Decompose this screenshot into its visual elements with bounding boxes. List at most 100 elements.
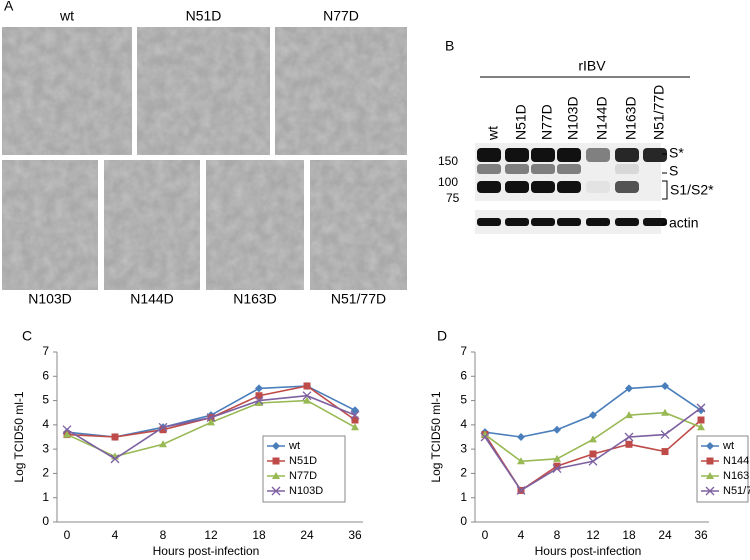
band [557,164,581,174]
micrograph-texture [275,27,407,155]
point [589,450,597,458]
point [159,440,167,448]
micrograph-texture [104,160,200,290]
x-tick-label: 0 [64,528,71,542]
legend-marker [706,457,714,465]
point [207,418,215,426]
band [615,181,639,193]
legend-label: N51D [289,455,317,467]
band [615,218,639,226]
band [586,148,610,162]
point [625,440,633,448]
band [505,164,529,174]
band [586,218,610,226]
point [661,408,669,416]
y-tick-label: 6 [42,368,49,382]
x-tick-label: 24 [300,528,314,542]
band [477,181,501,193]
y-tick-label: 7 [42,344,49,358]
y-tick-label: 5 [460,393,467,407]
image-label: N51D [186,8,222,24]
image-label: N103D [28,291,72,307]
x-tick-label: 18 [622,528,636,542]
x-tick-label: 8 [160,528,167,542]
legend-label: N163D [723,470,750,482]
band [557,181,581,193]
band [505,148,529,162]
band [643,148,667,162]
point [351,416,359,424]
band [615,164,639,174]
point [660,430,670,440]
micrograph-texture [2,27,132,155]
x-tick-label: 36 [694,528,708,542]
legend-label: N103D [289,485,323,497]
x-tick-label: 0 [482,528,489,542]
x-axis-label: Hours post-infection [535,544,642,558]
marker: 150 [438,154,458,168]
point [206,413,216,423]
legend-label: N77D [289,470,317,482]
x-tick-label: 36 [348,528,362,542]
y-tick-label: 0 [460,514,467,528]
point [625,384,633,393]
y-tick-label: 2 [42,466,49,480]
point [588,456,598,466]
point [516,485,526,495]
band [531,181,555,193]
x-tick-label: 12 [586,528,600,542]
micrograph-texture [310,160,407,290]
y-tick-label: 2 [460,466,467,480]
point [254,396,264,406]
x-tick-label: 12 [204,528,218,542]
point [110,454,120,464]
y-axis-label: Log TCID50 ml-1 [429,391,443,482]
point [661,382,669,390]
point [697,406,705,415]
band [643,218,667,226]
point [62,425,72,435]
point [661,448,669,456]
band [531,148,555,162]
y-tick-label: 6 [460,368,467,382]
point [351,423,359,431]
point [517,433,525,441]
band [615,148,639,162]
legend-label: N51/77D [723,485,750,497]
x-tick-label: 4 [112,528,119,542]
band-label: S [669,163,678,179]
image-label: N77D [323,8,359,24]
bracket [662,180,668,200]
panel-label: A [4,0,14,14]
image-label: N51/77D [331,291,386,307]
point [255,399,263,406]
x-tick-label: 24 [658,528,672,542]
y-tick-label: 3 [460,441,467,455]
y-tick-label: 7 [460,344,467,358]
legend-marker [706,472,714,479]
lane-label: N51/77D [651,85,667,140]
legend-label: N144D [723,455,750,467]
y-tick-label: 1 [42,490,49,504]
panel-label: B [445,38,454,54]
point [63,430,71,438]
point [589,411,597,420]
x-tick-label: 4 [518,528,525,542]
x-axis-label: Hours post-infection [153,544,260,558]
band-label: S1/S2* [670,182,714,198]
legend-marker [272,472,280,479]
band [477,148,501,162]
point [159,426,167,434]
point [255,384,263,393]
point [111,433,119,441]
point [624,432,634,442]
image-label: N144D [130,291,174,307]
micrograph-texture [137,27,270,155]
legend-marker [705,486,715,496]
panel-label: C [22,328,32,344]
point [696,403,706,413]
lane-label: N77D [539,104,555,140]
band [557,148,581,162]
